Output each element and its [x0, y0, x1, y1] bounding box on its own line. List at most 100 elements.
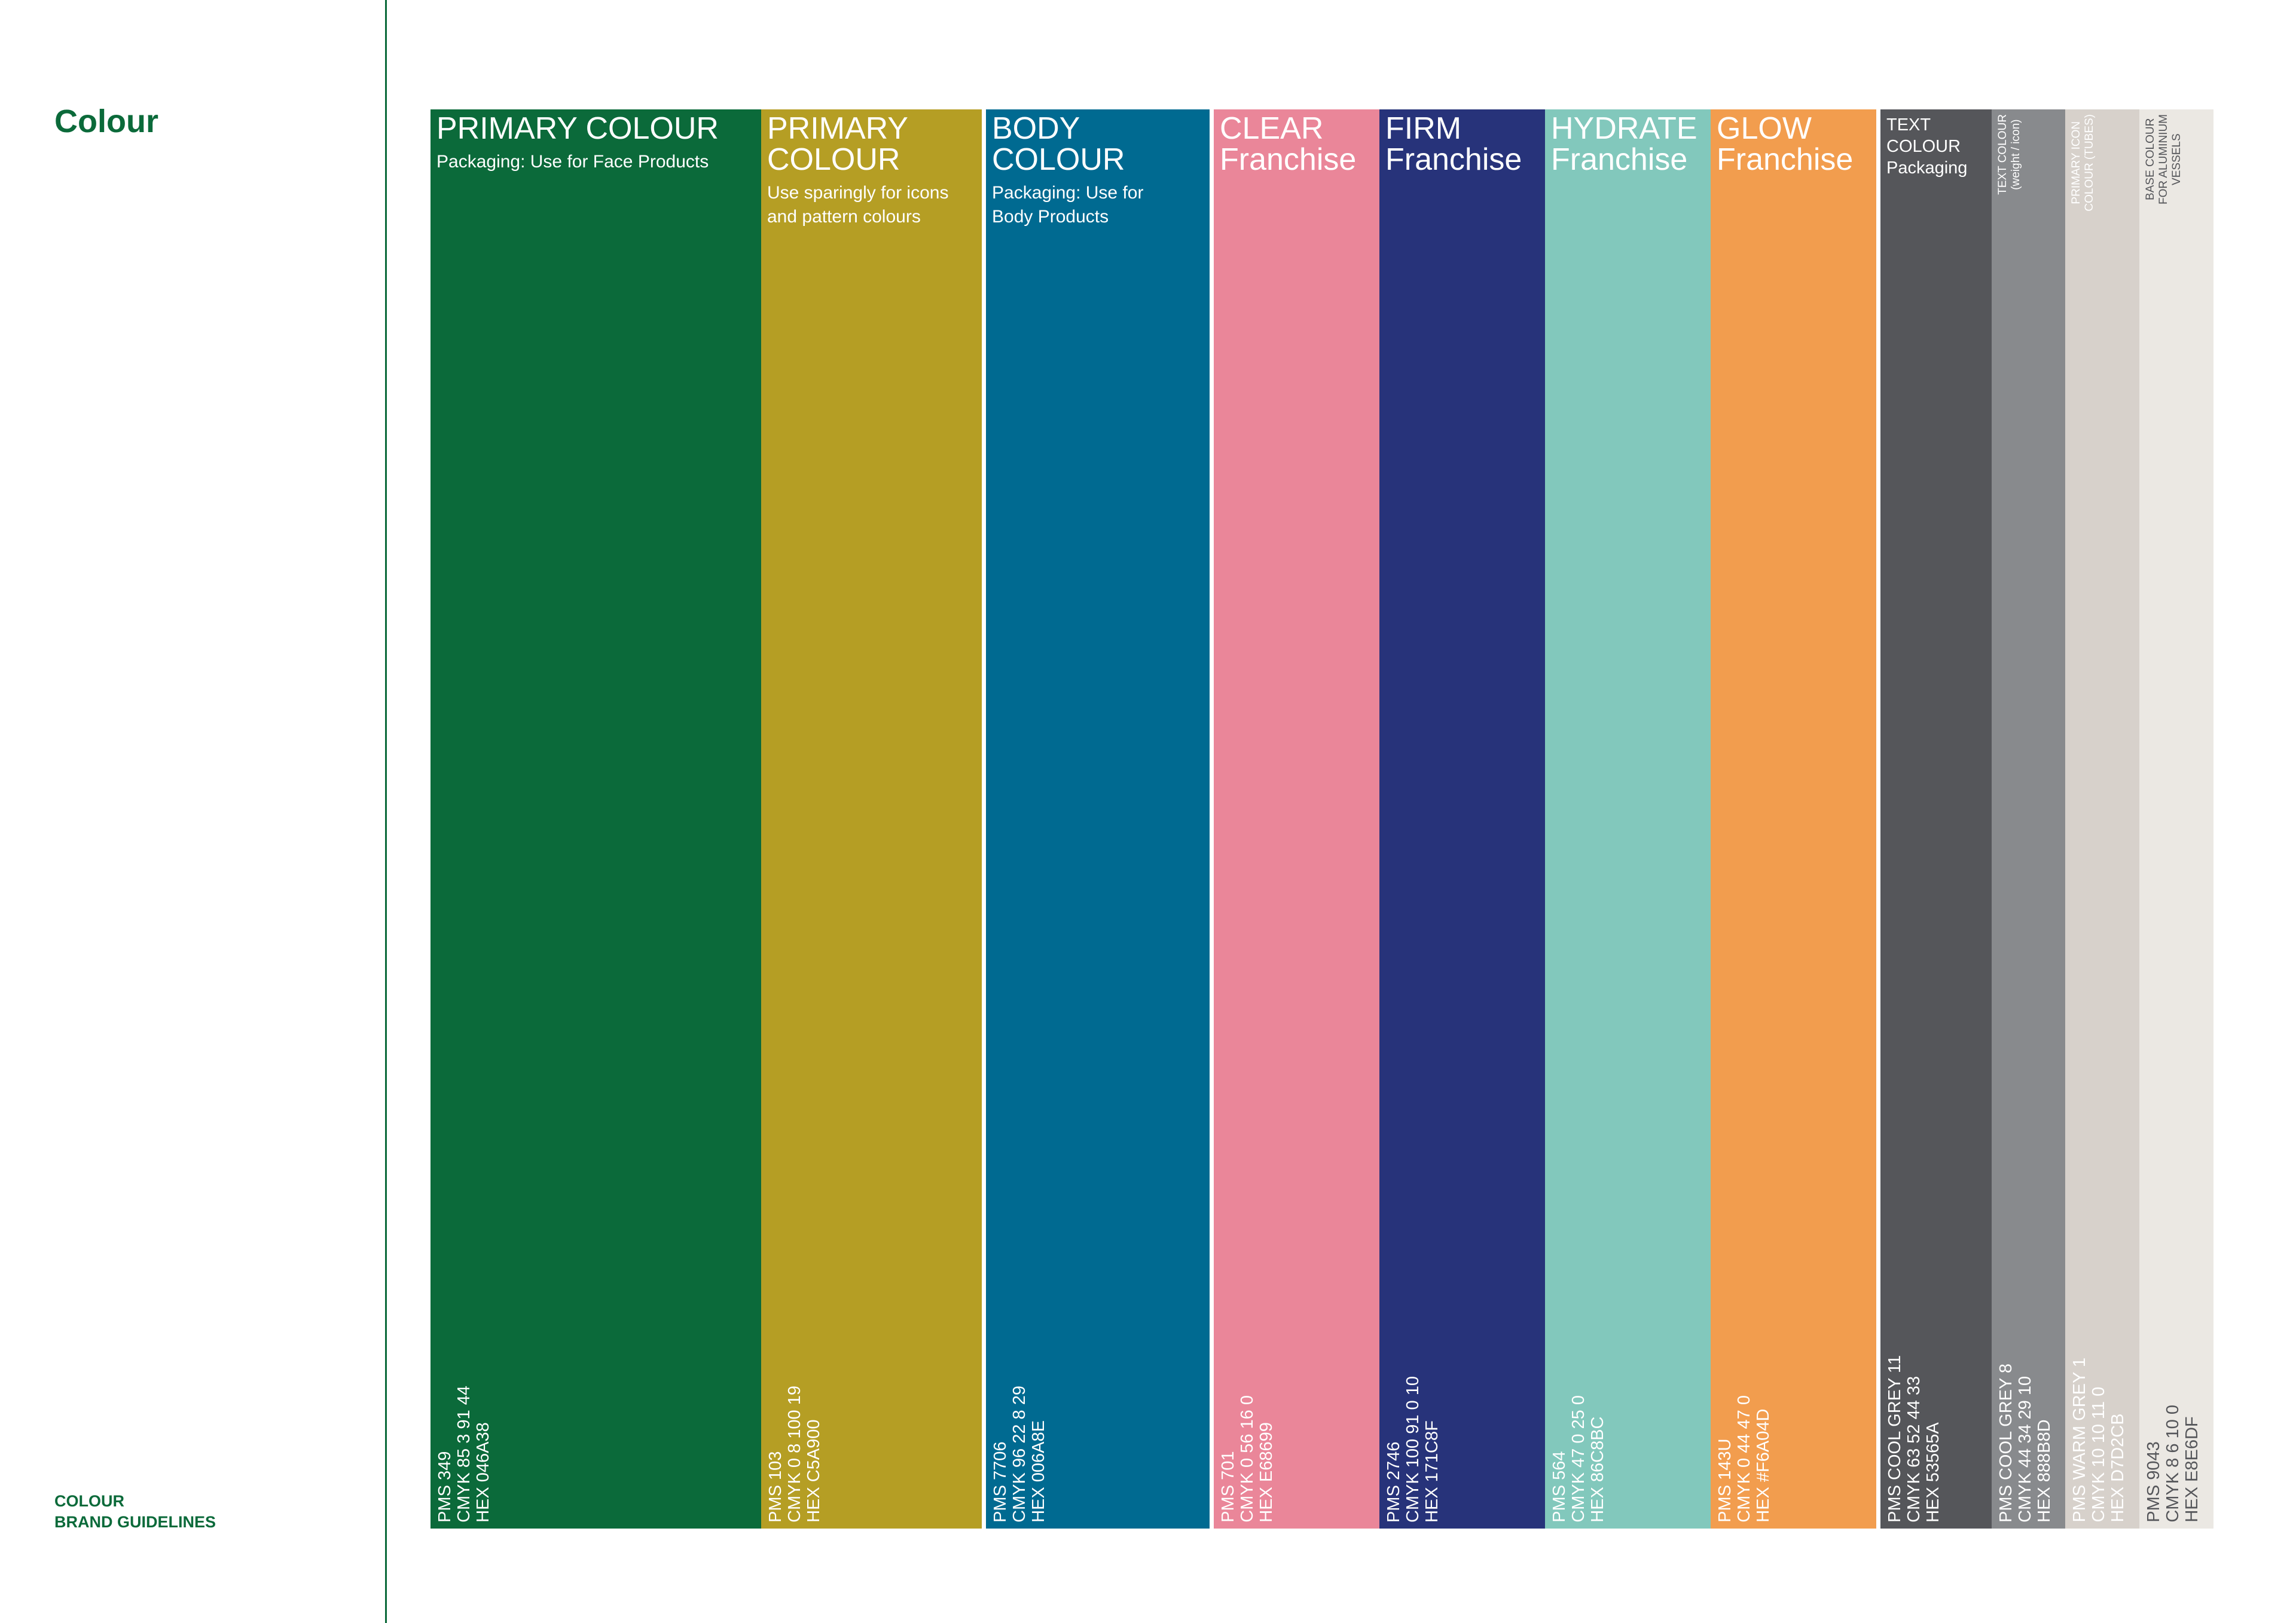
colour-swatch: PRIMARY ICON COLOUR (TUBES) PMS WARM GREY …	[2065, 109, 2139, 1529]
swatch-specs: PMS 143U CMYK 0 44 47 0 HEX #F6A04D	[1715, 1395, 1773, 1523]
spec-line: HEX 86C8BC	[1588, 1416, 1607, 1523]
spec-line: PMS 7706	[991, 1441, 1010, 1523]
title-line: FIRM	[1385, 111, 1462, 146]
colour-swatch: TEXT COLOUR (weight / icon) PMS COOL GREY …	[1992, 109, 2065, 1529]
spec-line: PMS 701	[1219, 1451, 1238, 1523]
spec-line: PMS 9043	[2144, 1441, 2163, 1523]
swatch-specs: PMS 701 CMYK 0 56 16 0 HEX E68699	[1219, 1395, 1276, 1523]
spec-line: CMYK 85 3 91 44	[454, 1386, 474, 1523]
subtitle-line: and pattern colours	[767, 207, 921, 227]
swatch-side-label: BASE COLOUR FOR ALUMINIUM VESSELS	[2144, 114, 2184, 204]
spec-line: PMS COOL GREY 8	[1996, 1364, 2016, 1523]
spec-line: HEX 53565A	[1923, 1422, 1943, 1523]
spec-line: HEX 171C8F	[1422, 1420, 1442, 1523]
swatch-specs: PMS 7706 CMYK 96 22 8 29 HEX 006A8E	[991, 1386, 1048, 1523]
label-line: VESSELS	[2170, 133, 2183, 185]
spec-line: CMYK 63 52 44 33	[1904, 1376, 1923, 1523]
swatch-side-label: TEXT COLOUR (weight / icon)	[1996, 114, 2023, 195]
spec-line: HEX D7D2CB	[2108, 1413, 2127, 1523]
spec-line: CMYK 0 8 100 19	[785, 1386, 804, 1523]
colour-swatch: TEXT COLOUR Packaging PMS COOL GREY 11 CMYK …	[1880, 109, 1992, 1529]
swatch-subtitle: Use sparingly for icons and pattern colou…	[767, 181, 948, 229]
footer-line: COLOUR	[54, 1492, 124, 1510]
swatch-specs: PMS 349 CMYK 85 3 91 44 HEX 046A38	[435, 1386, 493, 1523]
swatch-title: BODY COLOUR	[992, 113, 1125, 175]
spec-line: HEX C5A900	[804, 1419, 823, 1523]
title-line: GLOW	[1717, 111, 1812, 146]
label-line: (weight / icon)	[2010, 119, 2022, 190]
title-line: Franchise	[1220, 142, 1357, 177]
colour-swatch: BASE COLOUR FOR ALUMINIUM VESSELS PMS 9043 C…	[2139, 109, 2213, 1529]
spec-line: PMS 349	[435, 1451, 454, 1523]
label-line: FOR ALUMINIUM	[2157, 114, 2170, 204]
spec-line: CMYK 8 6 10 0	[2163, 1405, 2182, 1523]
spec-line: HEX 006A8E	[1029, 1420, 1048, 1523]
swatch-specs: PMS COOL GREY 8 CMYK 44 34 29 10 HEX 888B8…	[1996, 1364, 2054, 1523]
spec-line: CMYK 0 56 16 0	[1238, 1395, 1257, 1523]
swatch-side-label: PRIMARY ICON COLOUR (TUBES)	[2070, 114, 2096, 212]
label-line: TEXT	[1886, 115, 1931, 135]
spec-line: HEX 888B8D	[2035, 1419, 2054, 1523]
swatch-specs: PMS WARM GREY 1 CMYK 10 10 11 0 HEX D7D2CB	[2070, 1358, 2127, 1523]
colour-swatch: GLOW Franchise PMS 143U CMYK 0 44 47 0 HEX #…	[1711, 109, 1876, 1529]
title-line: PRIMARY	[767, 111, 908, 146]
spec-line: HEX E68699	[1257, 1422, 1276, 1523]
title-line: CLEAR	[1220, 111, 1324, 146]
colour-swatch: CLEAR Franchise PMS 701 CMYK 0 56 16 0 HEX E…	[1214, 109, 1379, 1529]
spec-line: PMS 103	[766, 1451, 785, 1523]
spec-line: PMS 2746	[1384, 1441, 1403, 1523]
label-line: COLOUR	[1886, 137, 1961, 156]
spec-line: PMS WARM GREY 1	[2070, 1358, 2089, 1523]
spec-line: CMYK 44 34 29 10	[2016, 1376, 2035, 1523]
footer: COLOUR BRAND GUIDELINES	[54, 1491, 216, 1533]
spec-line: CMYK 100 91 0 10	[1403, 1376, 1422, 1523]
swatch-subtitle: Packaging: Use for Body Products	[992, 181, 1143, 229]
subtitle-line: Packaging: Use for	[992, 183, 1144, 203]
colour-swatch: HYDRATE Franchise PMS 564 CMYK 47 0 25 0 HEX…	[1545, 109, 1711, 1529]
title-line: PRIMARY COLOUR	[436, 111, 719, 146]
swatch-title: HYDRATE Franchise	[1551, 113, 1697, 175]
title-line: COLOUR	[767, 142, 900, 177]
spec-line: CMYK 96 22 8 29	[1010, 1386, 1029, 1523]
spec-line: PMS COOL GREY 11	[1885, 1355, 1904, 1523]
subtitle-line: Packaging: Use for Face Products	[436, 152, 709, 172]
swatch-specs: PMS 564 CMYK 47 0 25 0 HEX 86C8BC	[1550, 1395, 1607, 1523]
label-line: COLOUR (TUBES)	[2083, 114, 2096, 212]
spec-line: HEX 046A38	[474, 1422, 493, 1523]
page-title: Colour	[54, 103, 158, 139]
spec-line: HEX E8E6DF	[2182, 1416, 2202, 1523]
label-line: Packaging	[1886, 158, 1968, 178]
swatch-title: PRIMARY COLOUR	[436, 113, 719, 144]
label-line: BASE COLOUR	[2144, 118, 2157, 201]
colour-swatch: PRIMARY COLOUR Packaging: Use for Face Pr…	[430, 109, 761, 1529]
divider-line	[385, 0, 387, 1623]
title-line: BODY	[992, 111, 1080, 146]
swatch-specs: PMS 103 CMYK 0 8 100 19 HEX C5A900	[766, 1386, 823, 1523]
colour-swatch: BODY COLOUR Packaging: Use for Body Product…	[986, 109, 1210, 1529]
swatch-specs: PMS COOL GREY 11 CMYK 63 52 44 33 HEX 5356…	[1885, 1355, 1943, 1523]
swatch-title: FIRM Franchise	[1385, 113, 1522, 175]
swatch-title: PRIMARY COLOUR	[767, 113, 908, 175]
spec-line: CMYK 47 0 25 0	[1569, 1395, 1588, 1523]
colour-swatch: FIRM Franchise PMS 2746 CMYK 100 91 0 10 HEX…	[1379, 109, 1545, 1529]
subtitle-line: Use sparingly for icons	[767, 183, 949, 203]
spec-line: CMYK 0 44 47 0	[1735, 1395, 1754, 1523]
title-line: COLOUR	[992, 142, 1125, 177]
title-line: Franchise	[1717, 142, 1854, 177]
swatch-title: GLOW Franchise	[1717, 113, 1853, 175]
colour-swatch: PRIMARY COLOUR Use sparingly for icons and …	[761, 109, 982, 1529]
title-line: HYDRATE	[1551, 111, 1697, 146]
spec-line: CMYK 10 10 11 0	[2089, 1387, 2108, 1523]
footer-line: BRAND GUIDELINES	[54, 1513, 216, 1531]
spec-line: PMS 564	[1550, 1451, 1569, 1523]
label-line: TEXT COLOUR	[1996, 114, 2009, 195]
spec-line: PMS 143U	[1715, 1438, 1735, 1523]
swatch-label: TEXT COLOUR Packaging	[1886, 114, 1967, 179]
swatch-specs: PMS 2746 CMYK 100 91 0 10 HEX 171C8F	[1384, 1376, 1442, 1523]
subtitle-line: Body Products	[992, 207, 1109, 227]
swatch-subtitle: Packaging: Use for Face Products	[436, 150, 709, 174]
spec-line: HEX #F6A04D	[1754, 1408, 1773, 1523]
title-line: Franchise	[1385, 142, 1522, 177]
swatch-specs: PMS 9043 CMYK 8 6 10 0 HEX E8E6DF	[2144, 1405, 2202, 1523]
